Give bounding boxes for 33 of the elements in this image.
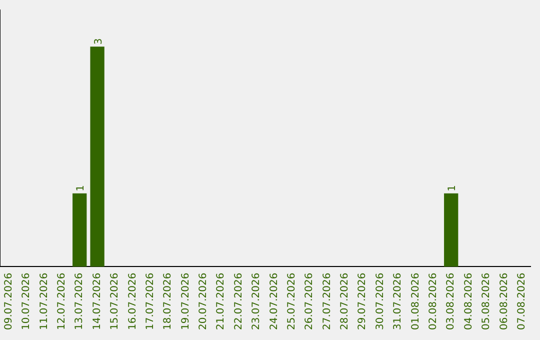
x-tick-label: 05.08.2026	[481, 272, 492, 330]
x-tick-label: 27.07.2026	[322, 272, 333, 330]
x-tick-label: 04.08.2026	[463, 272, 474, 330]
x-tick-label: 12.07.2026	[56, 272, 68, 330]
data-label: 1	[447, 185, 458, 192]
x-tick-label: 14.07.2026	[92, 272, 103, 330]
x-tick-label: 20.07.2026	[198, 272, 210, 330]
x-tick-label: 24.07.2026	[268, 272, 280, 330]
x-tick-label: 25.07.2026	[286, 272, 298, 330]
x-tick-label: 06.08.2026	[498, 272, 510, 330]
x-tick-label: 03.08.2026	[446, 272, 457, 330]
data-label: 1	[76, 185, 87, 192]
x-tick-label: 11.07.2026	[38, 272, 50, 330]
x-tick-label: 29.07.2026	[357, 272, 368, 330]
x-tick-label: 07.08.2026	[516, 272, 528, 330]
x-tick-label: 13.07.2026	[74, 272, 86, 330]
x-tick-label: 21.07.2026	[216, 272, 227, 330]
x-tick-label: 15.07.2026	[110, 272, 121, 330]
x-tick-label: 23.07.2026	[251, 272, 262, 330]
x-tick-label: 17.07.2026	[144, 272, 156, 330]
x-tick-label: 10.07.2026	[21, 272, 32, 330]
x-tick-label: 18.07.2026	[162, 272, 174, 330]
x-tick-label: 02.08.2026	[428, 272, 440, 330]
x-tick-label: 31.07.2026	[392, 272, 404, 330]
x-tick-label: 09.07.2026	[3, 272, 14, 330]
x-tick-label: 26.07.2026	[304, 272, 316, 330]
x-tick-label: 30.07.2026	[374, 272, 386, 330]
x-tick-label: 19.07.2026	[180, 272, 192, 330]
x-tick-label: 16.07.2026	[127, 272, 138, 330]
x-tick-label: 28.07.2026	[340, 272, 351, 330]
data-label: 3	[93, 38, 104, 45]
x-tick-label: 22.07.2026	[233, 272, 244, 330]
x-tick-label: 01.08.2026	[410, 272, 422, 330]
